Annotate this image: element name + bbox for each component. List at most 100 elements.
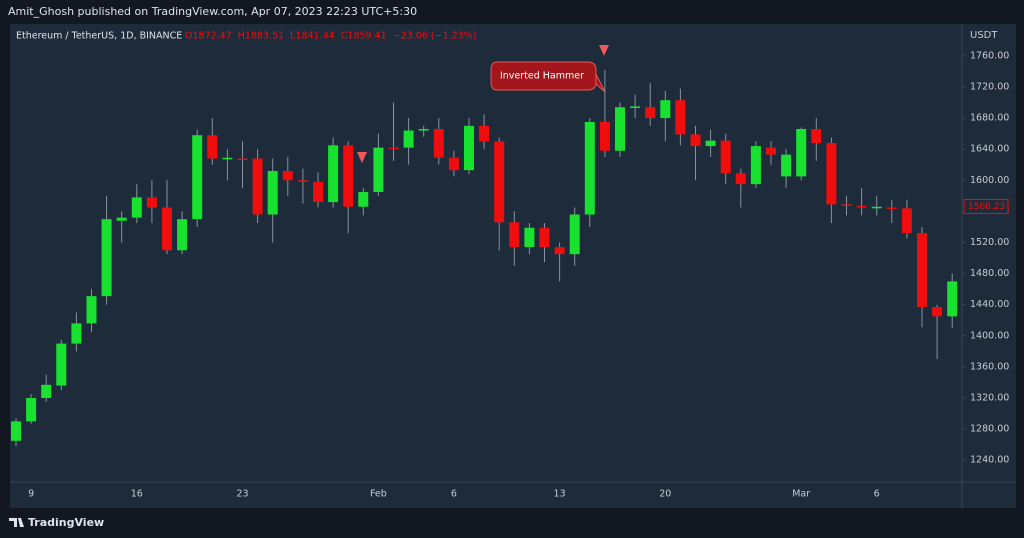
y-tick-label: 1640.00 — [970, 144, 1009, 155]
x-tick-label: 23 — [236, 489, 248, 500]
candle-body — [71, 323, 82, 344]
ohlc-legend: H1883.51 — [238, 31, 284, 42]
candle-body — [403, 130, 414, 148]
candle-body — [705, 140, 716, 147]
y-tick-label: 1440.00 — [970, 299, 1009, 310]
candle-body — [162, 207, 172, 251]
candle-body — [418, 128, 429, 131]
candle-body — [237, 158, 248, 161]
candle-body — [101, 219, 112, 297]
candle-body — [811, 128, 822, 143]
ohlc-legend: −23.06 (−1.23%) — [393, 31, 477, 42]
callout: Inverted Hammer — [490, 61, 606, 93]
y-tick-label: 1600.00 — [970, 175, 1009, 186]
pattern-marker — [599, 45, 609, 56]
candle-body — [388, 147, 399, 150]
x-tick-label: Mar — [792, 489, 810, 500]
annotation-text: Inverted Hammer — [500, 71, 584, 82]
candle-body — [433, 128, 444, 158]
candle-body — [207, 135, 218, 159]
x-tick-label: 20 — [659, 489, 671, 500]
candle-body — [932, 307, 943, 317]
candle-body — [282, 170, 293, 181]
chart-panel — [10, 24, 1016, 508]
candle-body — [252, 158, 263, 215]
x-tick-label: 16 — [131, 489, 143, 500]
x-tick-label: 6 — [874, 489, 880, 500]
candle-body — [509, 222, 520, 248]
candle-body — [871, 206, 882, 209]
y-tick-label: 1720.00 — [970, 81, 1009, 92]
candle-body — [373, 147, 384, 192]
candle-body — [116, 217, 127, 221]
y-tick-label: 1400.00 — [970, 330, 1009, 341]
candle-body — [464, 125, 474, 171]
candle-body — [947, 281, 958, 317]
candle-body — [358, 191, 369, 207]
y-tick-label: 1280.00 — [970, 424, 1009, 435]
candle-body — [660, 100, 671, 119]
candle-body — [494, 141, 505, 223]
candle-body — [841, 204, 852, 206]
y-tick-label: 1680.00 — [970, 113, 1009, 124]
candle-body — [750, 146, 761, 185]
candle-body — [192, 135, 203, 220]
candle-body — [222, 157, 233, 160]
last-price-label: 1566.23 — [968, 202, 1005, 212]
candle-body — [796, 128, 807, 177]
candle-body — [615, 107, 625, 151]
pattern-marker — [357, 152, 367, 163]
candle-body — [267, 170, 278, 215]
candle-body — [524, 227, 535, 248]
last-price-box — [963, 199, 1009, 215]
candle-body — [554, 247, 565, 255]
candle-body — [599, 121, 610, 151]
candle-body — [584, 121, 595, 215]
ohlc-legend: L1841.44 — [290, 31, 335, 42]
y-tick-label: 1240.00 — [970, 455, 1009, 466]
candle-body — [131, 197, 142, 218]
candle-body — [313, 181, 323, 203]
y-axis-label: USDT — [970, 30, 998, 41]
ohlc-legend: O1872.47 — [185, 31, 232, 42]
candle-body — [917, 233, 927, 308]
candle-body — [297, 180, 308, 182]
candle-body — [569, 214, 580, 255]
candle-body — [479, 125, 490, 142]
x-tick-label: 9 — [28, 489, 34, 500]
candle-body — [826, 142, 837, 205]
ohlc-legend: C1859.41 — [341, 31, 387, 42]
candle-body — [86, 296, 97, 324]
candle-body — [328, 145, 339, 203]
y-tick-label: 1480.00 — [970, 268, 1009, 279]
x-tick-label: Feb — [370, 489, 387, 500]
y-tick-label: 1360.00 — [970, 361, 1009, 372]
candle-body — [56, 343, 67, 386]
candle-body — [146, 197, 157, 208]
footer-brand: TradingView — [28, 516, 104, 529]
candle-body — [675, 100, 686, 135]
candle-body — [735, 173, 746, 185]
candle-body — [11, 421, 21, 441]
candle-body — [856, 205, 867, 208]
candle-body — [177, 219, 188, 251]
candle-body — [901, 208, 912, 234]
candle-body — [645, 107, 656, 119]
candle-body — [26, 398, 37, 422]
candle-body — [539, 227, 550, 248]
logo-icon — [9, 518, 24, 527]
publish-header: Amit_Ghosh published on TradingView.com,… — [8, 5, 417, 18]
candle-body — [690, 134, 701, 147]
logo: TradingView — [9, 516, 104, 529]
candle-body — [720, 140, 731, 174]
candle-body — [630, 106, 641, 108]
y-tick-label: 1320.00 — [970, 393, 1009, 404]
y-tick-label: 1520.00 — [970, 237, 1009, 248]
candle-body — [41, 384, 52, 399]
x-tick-label: 6 — [451, 489, 457, 500]
candle-body — [343, 145, 354, 207]
callout-box — [490, 61, 606, 93]
y-tick-label: 1760.00 — [970, 50, 1009, 61]
candle-body — [766, 147, 776, 155]
